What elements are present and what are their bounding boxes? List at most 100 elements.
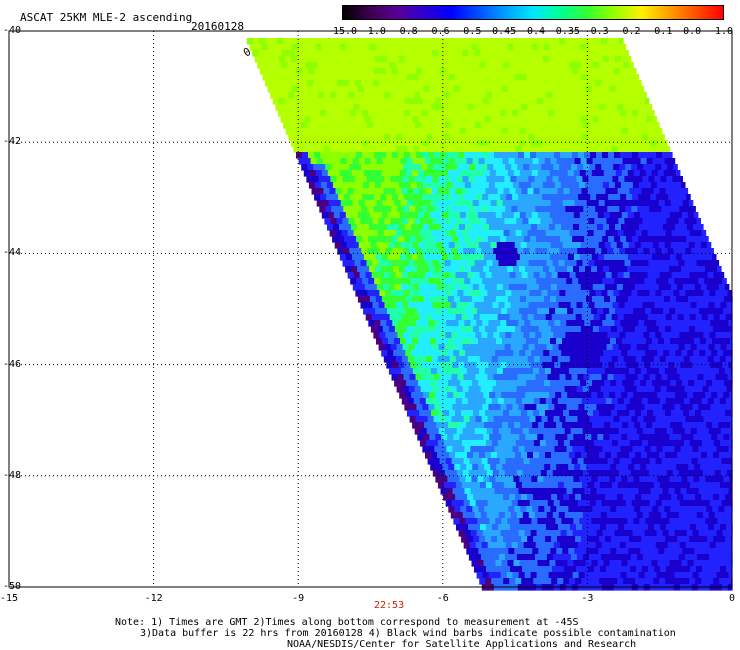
swath-cell xyxy=(684,386,692,393)
swath-cell xyxy=(355,164,362,171)
swath-cell xyxy=(448,116,456,123)
swath-cell xyxy=(706,242,712,249)
swath-cell xyxy=(307,122,314,129)
swath-cell xyxy=(584,362,591,369)
swath-cell xyxy=(585,170,593,177)
swath-cell xyxy=(561,266,568,273)
swath-cell xyxy=(614,404,621,411)
swath-cell xyxy=(495,86,503,93)
swath-cell xyxy=(639,434,646,441)
swath-cell xyxy=(488,140,496,147)
swath-cell xyxy=(369,212,377,219)
swath-cell xyxy=(482,320,489,327)
swath-cell xyxy=(620,98,628,105)
swath-cell xyxy=(719,494,726,501)
swath-cell xyxy=(660,302,668,309)
swath-cell xyxy=(650,362,657,369)
swath-cell xyxy=(691,458,699,465)
swath-cell xyxy=(291,86,299,93)
swath-cell xyxy=(610,158,618,165)
swath-cell xyxy=(509,230,517,237)
swath-cell xyxy=(597,476,604,483)
swath-cell xyxy=(425,314,433,321)
swath-cell xyxy=(387,350,394,357)
swath-cell xyxy=(339,44,347,51)
swath-cell xyxy=(363,224,370,231)
swath-cell xyxy=(491,62,498,69)
swath-cell xyxy=(329,146,336,153)
swath-cell xyxy=(369,44,377,51)
swath-cell xyxy=(392,182,400,189)
swath-cell xyxy=(715,290,722,297)
swath-cell xyxy=(433,122,440,129)
swath-cell xyxy=(515,440,523,447)
swath-cell xyxy=(688,326,696,333)
swath-cell xyxy=(350,152,357,159)
swath-cell xyxy=(688,464,695,471)
swath-cell xyxy=(514,296,521,303)
swath-cell xyxy=(671,440,679,447)
swath-cell xyxy=(560,110,567,117)
swath-cell xyxy=(543,128,551,135)
swath-cell xyxy=(577,248,584,255)
swath-cell xyxy=(530,140,538,147)
swath-cell xyxy=(447,266,454,273)
swath-cell xyxy=(496,464,503,471)
swath-cell xyxy=(338,56,346,63)
swath-cell xyxy=(485,398,493,405)
swath-cell xyxy=(457,458,465,465)
swath-cell xyxy=(628,242,636,249)
swath-cell xyxy=(630,524,637,531)
swath-cell xyxy=(694,422,701,429)
swath-cell xyxy=(659,146,667,153)
swath-cell xyxy=(584,278,591,285)
swath-cell xyxy=(436,200,444,207)
swath-cell xyxy=(655,164,662,171)
swath-cell xyxy=(376,158,384,165)
swath-cell xyxy=(425,230,433,237)
swath-cell xyxy=(569,482,577,489)
swath-cell xyxy=(434,110,441,117)
swath-cell xyxy=(708,524,715,531)
swath-cell xyxy=(384,176,391,183)
swath-cell xyxy=(605,398,613,405)
swath-cell xyxy=(460,422,467,429)
swath-cell xyxy=(615,170,623,177)
swath-cell xyxy=(437,410,444,417)
swath-cell xyxy=(611,272,619,279)
swath-cell xyxy=(556,380,563,387)
swath-cell xyxy=(447,44,455,51)
swath-cell xyxy=(526,464,533,471)
swath-cell xyxy=(371,230,379,237)
swath-cell xyxy=(523,416,531,423)
swath-cell xyxy=(573,44,581,51)
swath-cell xyxy=(638,110,645,117)
swath-cell xyxy=(414,176,421,183)
swath-cell xyxy=(638,446,646,453)
swath-cell xyxy=(696,218,701,225)
swath-cell xyxy=(398,152,405,159)
swath-cell xyxy=(608,98,616,105)
swath-cell xyxy=(630,512,638,519)
swath-cell xyxy=(639,392,646,399)
swath-cell xyxy=(308,140,316,147)
swath-cell xyxy=(471,434,478,441)
swath-cell xyxy=(393,254,401,261)
swath-cell xyxy=(594,260,602,267)
swath-cell xyxy=(278,98,286,105)
swath-cell xyxy=(519,254,527,261)
swath-cell xyxy=(453,308,460,315)
swath-cell xyxy=(469,500,477,507)
swath-cell xyxy=(542,236,549,243)
swath-cell xyxy=(542,320,549,327)
swath-cell xyxy=(644,404,651,411)
swath-cell xyxy=(565,80,572,87)
swath-cell xyxy=(716,320,723,327)
swath-cell xyxy=(647,494,654,501)
swath-cell xyxy=(544,74,552,81)
swath-cell xyxy=(367,80,374,87)
swath-cell xyxy=(441,86,449,93)
swath-cell xyxy=(595,374,603,381)
swath-cell xyxy=(363,212,371,219)
swath-cell xyxy=(577,206,584,213)
